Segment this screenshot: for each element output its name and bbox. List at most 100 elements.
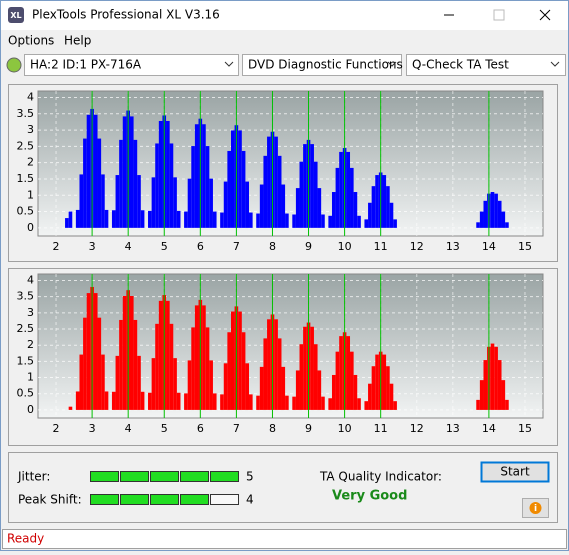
histogram-bar	[155, 323, 159, 410]
histogram-bar	[115, 355, 120, 410]
histogram-bar	[389, 202, 394, 228]
histogram-bar	[83, 138, 87, 228]
histogram-bar	[328, 215, 332, 228]
x-tick-label: 9	[305, 240, 312, 253]
x-tick-label: 9	[305, 422, 312, 435]
status-text: Ready	[7, 532, 44, 546]
app-icon-text: XL	[10, 11, 21, 20]
info-icon	[529, 502, 542, 514]
histogram-bar	[158, 120, 163, 228]
histogram-bar	[191, 146, 195, 228]
start-button-text: Start	[500, 465, 530, 479]
histogram-bar	[313, 344, 318, 410]
histogram-bar	[169, 323, 174, 410]
histogram-bar	[101, 354, 105, 410]
x-tick-label: 6	[197, 422, 204, 435]
histogram-bar	[501, 211, 506, 228]
menu-item[interactable]: Help	[64, 34, 91, 48]
level-segment	[90, 471, 119, 482]
histogram-bar	[313, 161, 318, 228]
histogram-bar	[166, 300, 170, 410]
histogram-bar	[310, 326, 314, 410]
histogram-bar	[267, 319, 271, 410]
histogram-bar	[371, 186, 376, 228]
histogram-bar	[86, 114, 91, 228]
histogram-bar	[295, 370, 300, 410]
histogram-bar	[176, 392, 181, 410]
level-segment	[210, 494, 239, 505]
histogram-bar	[386, 186, 390, 228]
histogram-bar	[79, 354, 84, 410]
histogram-bar	[133, 319, 138, 410]
histogram-bar	[191, 327, 195, 410]
histogram-bar	[148, 392, 152, 410]
histogram-bar	[259, 184, 264, 228]
close[interactable]	[539, 9, 551, 21]
y-tick-label: 1.5	[17, 172, 35, 185]
histogram-bar	[169, 143, 174, 228]
x-tick-label: 4	[125, 240, 132, 253]
menu-item[interactable]: Options	[8, 34, 54, 48]
drive-select[interactable]	[24, 54, 239, 76]
histogram-bar	[364, 219, 369, 228]
histogram-bar	[155, 143, 159, 228]
x-tick-label: 3	[89, 240, 96, 253]
x-tick-label: 11	[374, 240, 388, 253]
histogram-bar	[68, 406, 73, 410]
histogram-bar	[220, 394, 224, 410]
quality-label: TA Quality Indicator:	[319, 470, 442, 484]
histogram-bar	[129, 296, 134, 410]
histogram-bar	[104, 209, 109, 228]
start-button[interactable]	[480, 461, 550, 483]
histogram-bar	[68, 211, 73, 228]
histogram-bar	[494, 193, 498, 228]
histogram-bar	[479, 211, 484, 228]
info-icon-text: i	[534, 504, 537, 514]
histogram-bar	[321, 396, 325, 410]
histogram-bar	[187, 178, 192, 228]
histogram-bar	[137, 175, 141, 228]
level-segment	[180, 471, 209, 482]
histogram-bar	[75, 209, 80, 228]
histogram-bar	[93, 114, 98, 228]
y-tick-label: 1.5	[17, 354, 35, 367]
histogram-bar	[223, 363, 228, 410]
histogram-bar	[281, 366, 286, 410]
histogram-bar	[281, 184, 286, 228]
histogram-bar	[371, 366, 376, 410]
histogram-bar	[245, 181, 250, 228]
x-tick-label: 8	[269, 240, 276, 253]
x-tick-label: 15	[518, 422, 532, 435]
histogram-bar	[353, 192, 358, 228]
histogram-bar	[263, 338, 268, 410]
maximize[interactable]	[493, 9, 505, 21]
histogram-bar	[277, 155, 282, 228]
peak-shift-value: 4	[246, 493, 254, 507]
x-tick-label: 6	[197, 240, 204, 253]
histogram-bar	[223, 181, 228, 228]
histogram-bar	[274, 136, 278, 228]
dropdown-arrow	[387, 61, 397, 67]
histogram-bar	[65, 218, 69, 228]
level-segment	[180, 494, 209, 505]
x-tick-label: 5	[161, 240, 168, 253]
histogram-bar	[184, 211, 188, 228]
histogram-bar	[303, 326, 307, 410]
histogram-bar	[479, 380, 484, 410]
y-tick-label: 3.5	[17, 107, 35, 120]
level-segment	[120, 471, 149, 482]
y-tick-label: 2	[27, 156, 34, 169]
test-select[interactable]	[406, 54, 566, 76]
window-title: PlexTools Professional XL V3.16	[32, 8, 220, 22]
histogram-bar	[122, 116, 127, 228]
x-tick-label: 4	[125, 422, 132, 435]
function-select[interactable]	[242, 54, 402, 76]
histogram-bar	[364, 401, 369, 410]
histogram-bar	[133, 139, 138, 228]
histogram-bar	[490, 192, 495, 228]
histogram-bar	[368, 383, 372, 410]
histogram-bar	[476, 399, 480, 410]
y-tick-label: 4	[27, 273, 34, 286]
histogram-bar	[238, 311, 242, 410]
histogram-bar	[335, 167, 340, 228]
